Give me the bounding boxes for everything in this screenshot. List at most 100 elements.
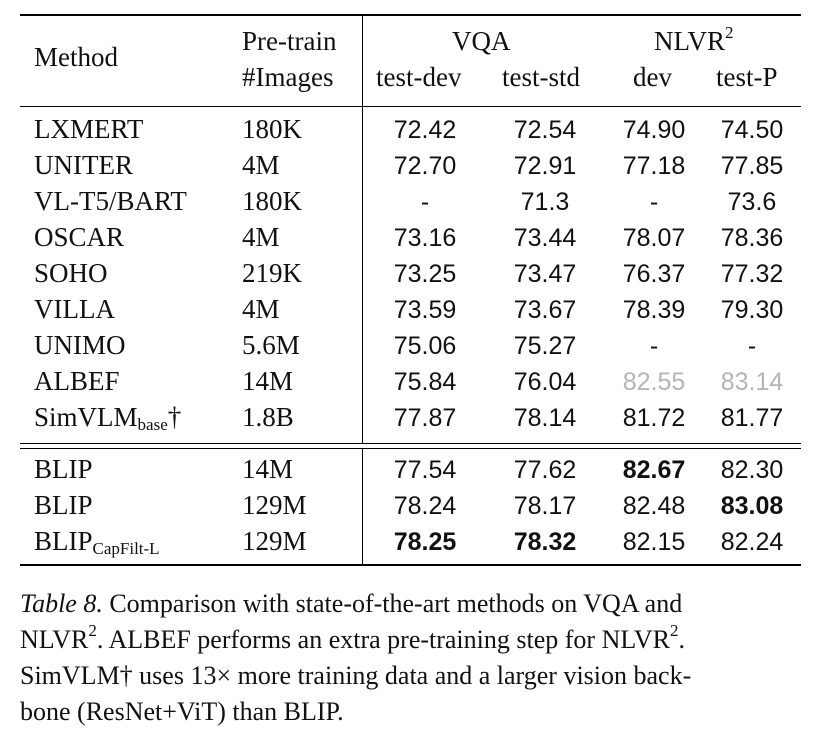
caption-line-1: Table 8. Comparison with state-of-the-ar… (20, 586, 810, 622)
score-cell-n2: 81.77 (720, 404, 784, 432)
table-caption: Table 8. Comparison with state-of-the-ar… (20, 586, 810, 730)
images-cell: 219K (242, 258, 302, 288)
group-separator-rule-2 (20, 448, 801, 449)
caption-line-2a: NLVR (20, 625, 89, 654)
score-cell-v2: 72.54 (513, 116, 577, 144)
header-nlvr-sup: 2 (725, 23, 734, 42)
images-cell: 4M (242, 150, 280, 180)
method-name: UNIMO (34, 330, 126, 360)
score-cell-n1: 82.15 (622, 528, 686, 556)
header-nlvr: NLVR2 (654, 23, 734, 57)
header-test-dev: test-dev (376, 62, 462, 92)
caption-line-4: bone (ResNet+ViT) than BLIP. (20, 697, 344, 726)
score-cell-v2: 73.44 (513, 224, 577, 252)
group-separator-rule-1 (20, 443, 801, 444)
method-name: OSCAR (34, 222, 125, 252)
bottom-rule (20, 564, 801, 566)
method-cell: VL-T5/BART (34, 186, 187, 217)
method-subscript: base (137, 415, 168, 434)
score-cell-n1: 82.67 (622, 456, 686, 484)
score-cell-v1: 73.59 (393, 296, 457, 324)
header-test-std: test-std (502, 62, 580, 92)
column-divider-header (362, 16, 363, 106)
images-cell: 14M (242, 454, 294, 484)
score-cell-v2: 72.91 (513, 152, 577, 180)
method-subscript: CapFilt-L (92, 539, 160, 558)
method-name: SOHO (34, 258, 108, 288)
method-cell: UNIMO (34, 330, 126, 361)
score-cell-v1: 77.54 (393, 456, 457, 484)
score-cell-v2: 71.3 (520, 188, 570, 216)
images-cell: 14M (242, 366, 294, 396)
method-name: BLIP (34, 454, 93, 484)
score-cell-n2: 78.36 (720, 224, 784, 252)
header-method: Method (34, 42, 118, 72)
caption-line-2-sup: 2 (88, 621, 97, 640)
method-name: UNITER (34, 150, 133, 180)
caption-line-1-text: Comparison with state-of-the-art methods… (109, 589, 683, 618)
score-cell-n1: 81.72 (622, 404, 686, 432)
method-cell: SimVLMbase† (34, 402, 181, 433)
score-cell-n2: 77.32 (720, 260, 784, 288)
header-nlvr-text: NLVR (654, 26, 726, 56)
score-cell-n1: 78.39 (622, 296, 686, 324)
score-cell-n2: - (747, 332, 757, 360)
score-cell-n2: 83.14 (720, 368, 784, 396)
score-cell-n1: 82.48 (622, 492, 686, 520)
score-cell-v1: 75.84 (393, 368, 457, 396)
score-cell-n1: 74.90 (622, 116, 686, 144)
score-cell-n2: 74.50 (720, 116, 784, 144)
header-images: #Images (242, 62, 334, 92)
score-cell-v2: 73.47 (513, 260, 577, 288)
method-cell: SOHO (34, 258, 108, 289)
method-name: BLIP (34, 526, 93, 556)
method-cell: LXMERT (34, 114, 143, 145)
score-cell-v1: - (420, 188, 430, 216)
caption-line-3: SimVLM† uses 13× more training data and … (20, 661, 692, 690)
method-name: VILLA (34, 294, 115, 324)
score-cell-n1: 82.55 (622, 368, 686, 396)
method-name: VL-T5/BART (34, 186, 187, 216)
score-cell-n1: - (649, 332, 659, 360)
method-name: SimVLM (34, 402, 138, 432)
score-cell-n1: - (649, 188, 659, 216)
method-name: LXMERT (34, 114, 144, 144)
score-cell-v2: 78.17 (513, 492, 577, 520)
score-cell-v1: 77.87 (393, 404, 457, 432)
header-test-p: test-P (716, 62, 778, 92)
column-divider-body-2 (362, 449, 363, 564)
score-cell-v2: 78.32 (513, 528, 577, 556)
caption-line-2b: . ALBEF performs an extra pre-training s… (96, 625, 670, 654)
score-cell-n1: 76.37 (622, 260, 686, 288)
method-cell: BLIP (34, 490, 93, 521)
score-cell-n1: 77.18 (622, 152, 686, 180)
score-cell-n2: 77.85 (720, 152, 784, 180)
method-name: ALBEF (34, 366, 120, 396)
score-cell-v1: 75.06 (393, 332, 457, 360)
method-cell: BLIPCapFilt-L (34, 526, 160, 557)
score-cell-v1: 72.70 (393, 152, 457, 180)
caption-line-2c: . (678, 625, 685, 654)
images-cell: 180K (242, 186, 302, 216)
score-cell-n2: 82.30 (720, 456, 784, 484)
method-cell: ALBEF (34, 366, 120, 397)
score-cell-v1: 72.42 (393, 116, 457, 144)
score-cell-n2: 83.08 (720, 492, 784, 520)
method-cell: BLIP (34, 454, 93, 485)
method-cell: VILLA (34, 294, 115, 325)
method-dagger: † (167, 402, 182, 432)
images-cell: 129M (242, 490, 307, 520)
score-cell-v1: 73.16 (393, 224, 457, 252)
images-cell: 5.6M (242, 330, 300, 360)
method-cell: UNITER (34, 150, 133, 181)
score-cell-v2: 78.14 (513, 404, 577, 432)
score-cell-v2: 77.62 (513, 456, 577, 484)
score-cell-v1: 73.25 (393, 260, 457, 288)
score-cell-v1: 78.24 (393, 492, 457, 520)
score-cell-n2: 79.30 (720, 296, 784, 324)
images-cell: 4M (242, 222, 280, 252)
header-pretrain: Pre-train (242, 26, 337, 56)
caption-label: Table 8. (20, 589, 103, 618)
method-cell: OSCAR (34, 222, 124, 253)
header-vqa: VQA (452, 26, 511, 56)
